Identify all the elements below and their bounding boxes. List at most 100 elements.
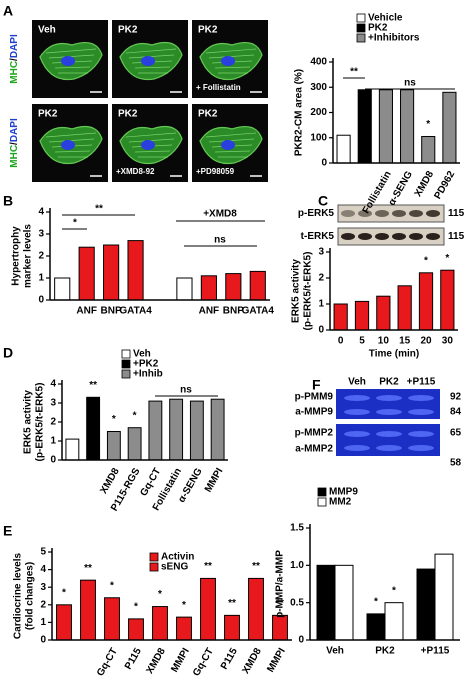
fiber	[134, 150, 171, 153]
y-tick-label: 1	[38, 273, 44, 284]
panel-label: D	[3, 345, 13, 361]
y-axis-label: ERK5 activity	[291, 259, 302, 323]
fiber	[48, 138, 95, 143]
x-tick-label: 5	[359, 336, 365, 347]
x-tick-label: 15	[399, 336, 411, 347]
band	[376, 409, 402, 415]
bar	[106, 431, 121, 461]
x-tick-label: BNP	[223, 306, 244, 317]
band	[358, 210, 372, 217]
tile-label: +XMD8-92	[116, 167, 155, 176]
legend-label: Veh	[133, 349, 151, 360]
annotation: *	[424, 255, 428, 266]
panel-label: C	[318, 193, 328, 209]
band	[376, 445, 402, 451]
legend-swatch	[317, 487, 327, 497]
panel-label: A	[3, 3, 13, 19]
band	[341, 233, 355, 240]
band	[426, 210, 440, 217]
y-tick-label: 2	[40, 599, 46, 610]
bar	[316, 564, 336, 641]
blot-lane-label: a-MMP2	[295, 444, 333, 455]
x-tick-label: 0	[338, 336, 344, 347]
stain-part: MHC	[9, 61, 20, 84]
y-tick-label: 3	[50, 398, 56, 409]
band	[375, 210, 389, 217]
legend-swatch	[149, 552, 159, 562]
legend-label: Activin	[161, 552, 194, 563]
y-tick-label: 0.5	[290, 597, 304, 608]
bar	[128, 618, 144, 641]
bar	[200, 275, 217, 301]
y-tick-label: 2	[318, 273, 324, 284]
annotation: **	[252, 561, 260, 572]
y-tick-label: 3	[38, 229, 44, 240]
band	[409, 233, 423, 240]
bar	[397, 285, 412, 331]
x-tick-label: PK2	[375, 646, 395, 657]
blot-header: +P115	[407, 377, 436, 388]
bar	[378, 89, 393, 164]
y-tick-label: 3	[40, 582, 46, 593]
panel-label: E	[3, 523, 12, 539]
bar	[434, 553, 454, 641]
bar	[169, 398, 184, 461]
bar	[357, 89, 372, 164]
y-tick-label: 5	[40, 547, 46, 558]
band	[375, 233, 389, 240]
legend-swatch	[356, 23, 366, 33]
bar	[418, 272, 434, 331]
x-tick-label: Veh	[326, 646, 344, 657]
fiber	[128, 54, 175, 59]
bar	[272, 614, 288, 641]
bar	[86, 396, 101, 461]
fiber	[214, 66, 251, 69]
bar	[148, 400, 163, 461]
annotation: **	[95, 204, 103, 215]
y-axis-label: (p-ERK5/t-ERK5)	[303, 252, 314, 331]
y-tick-label: 1.5	[290, 523, 304, 534]
fiber	[125, 132, 177, 138]
band	[344, 445, 370, 451]
y-axis-label: p-MMP/a-MMP	[275, 550, 286, 618]
x-tick-label: GATA4	[119, 306, 152, 317]
bar	[104, 597, 120, 641]
annotation: **	[89, 380, 97, 391]
annotation: *	[445, 253, 449, 264]
fiber	[205, 48, 257, 54]
bar	[152, 606, 168, 641]
legend-swatch	[121, 359, 131, 369]
blot-lane-label: p-PMM9	[295, 392, 334, 403]
x-tick-label: 20	[420, 336, 432, 347]
annotation: *	[62, 587, 66, 598]
x-tick-label: GATA4	[242, 306, 275, 317]
bar	[376, 295, 391, 331]
fiber	[125, 48, 177, 54]
bar	[210, 398, 225, 461]
bar	[225, 273, 242, 301]
tile-label: +PD98059	[196, 167, 235, 176]
bar	[56, 604, 72, 641]
stain-part: MHC	[9, 145, 20, 168]
annotation: **	[276, 598, 284, 609]
y-axis-label: ERK5 activity	[23, 390, 34, 454]
annotation: **	[350, 67, 358, 78]
y-tick-label: 2	[50, 417, 56, 428]
annotation: *	[133, 410, 137, 421]
y-tick-label: 0	[38, 295, 44, 306]
band	[392, 210, 406, 217]
fiber	[205, 132, 257, 138]
annotation: *	[112, 414, 116, 425]
stain-label: MHC/DAPI	[9, 34, 20, 84]
legend-swatch	[121, 369, 131, 379]
blot-size-label: 84	[450, 407, 462, 418]
bar	[127, 427, 142, 461]
y-tick-label: 4	[50, 379, 56, 390]
y-tick-label: 0	[298, 635, 304, 646]
legend-label: +PK2	[133, 359, 159, 370]
y-tick-label: 200	[310, 107, 327, 118]
y-tick-label: 0	[50, 455, 56, 466]
blot-lane-label: p-MMP2	[295, 428, 334, 439]
bar	[354, 300, 370, 331]
bar	[249, 270, 266, 301]
